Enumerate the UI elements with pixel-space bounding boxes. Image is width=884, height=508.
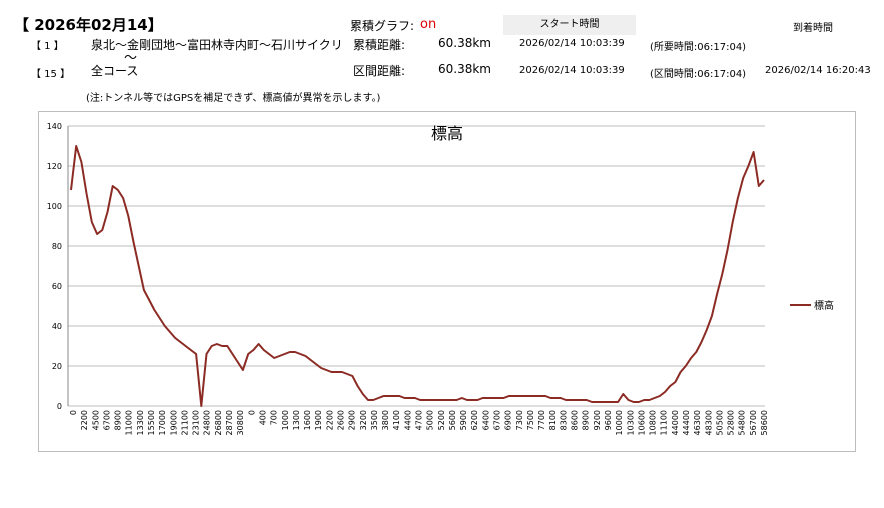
x-tick-label: 24800 xyxy=(203,410,212,435)
x-tick-label: 8900 xyxy=(582,410,591,430)
x-tick-label: 7700 xyxy=(537,410,546,430)
row2-start-time: 2026/02/14 10:03:39 xyxy=(519,65,625,76)
x-tick-label: 6700 xyxy=(493,410,502,430)
x-tick-label: 3500 xyxy=(370,410,379,430)
x-tick-label: 400 xyxy=(258,410,267,425)
x-tick-label: 7500 xyxy=(526,410,535,430)
x-tick-label: 13300 xyxy=(136,410,145,435)
x-tick-label: 6900 xyxy=(504,410,513,430)
x-tick-label: 52800 xyxy=(727,410,736,435)
x-tick-label: 5200 xyxy=(437,410,446,430)
row1-distance-value: 60.38km xyxy=(438,36,491,50)
elevation-line xyxy=(70,145,765,407)
x-tick-label: 46300 xyxy=(693,410,702,435)
gps-note: (注:トンネル等ではGPSを補足できず、標高値が異常を示します。) xyxy=(86,93,381,104)
x-tick-label: 8900 xyxy=(114,410,123,430)
x-tick-label: 8100 xyxy=(548,410,557,430)
graph-mode-toggle[interactable]: on xyxy=(420,17,437,32)
x-tick-label: 11100 xyxy=(660,410,669,435)
elevation-chart-frame xyxy=(38,111,856,452)
x-tick-label: 17000 xyxy=(158,410,167,435)
x-tick-label: 11000 xyxy=(125,410,134,435)
x-tick-label: 1000 xyxy=(281,410,290,430)
y-tick-label: 20 xyxy=(52,362,62,371)
row1-index: 【 1 】 xyxy=(31,41,64,52)
x-tick-label: 2600 xyxy=(336,410,345,430)
x-tick-label: 3800 xyxy=(381,410,390,430)
x-tick-label: 58600 xyxy=(760,410,769,435)
x-tick-label: 7300 xyxy=(515,410,524,430)
x-tick-label: 8300 xyxy=(559,410,568,430)
x-tick-label: 10300 xyxy=(626,410,635,435)
row2-distance-value: 60.38km xyxy=(438,62,491,76)
y-tick-label: 100 xyxy=(47,202,62,211)
x-tick-label: 4500 xyxy=(91,410,100,430)
x-tick-label: 10800 xyxy=(649,410,658,435)
x-tick-label: 15500 xyxy=(147,410,156,435)
x-tick-label: 6400 xyxy=(481,410,490,430)
x-tick-label: 5000 xyxy=(426,410,435,430)
x-tick-label: 48300 xyxy=(704,410,713,435)
y-tick-label: 140 xyxy=(47,122,62,131)
x-tick-label: 2900 xyxy=(348,410,357,430)
x-tick-label: 19000 xyxy=(169,410,178,435)
x-tick-label: 700 xyxy=(270,410,279,425)
x-tick-label: 26800 xyxy=(214,410,223,435)
x-tick-label: 4400 xyxy=(403,410,412,430)
y-tick-label: 120 xyxy=(47,162,62,171)
row2-index: 【 15 】 xyxy=(31,69,71,80)
x-tick-label: 6700 xyxy=(102,410,111,430)
x-tick-label: 28700 xyxy=(225,410,234,435)
x-tick-label: 23100 xyxy=(192,410,201,435)
x-tick-label: 0 xyxy=(69,410,78,415)
x-tick-label: 10000 xyxy=(615,410,624,435)
row2-arrival-time: 2026/02/14 16:20:43 xyxy=(765,65,871,76)
x-tick-label: 50500 xyxy=(715,410,724,435)
x-tick-label: 10600 xyxy=(637,410,646,435)
graph-mode-label: 累積グラフ: xyxy=(350,19,415,33)
tilde-separator: 〜 xyxy=(124,51,138,66)
x-tick-label: 9200 xyxy=(593,410,602,430)
x-tick-label: 2200 xyxy=(325,410,334,430)
x-tick-label: 56700 xyxy=(749,410,758,435)
x-tick-label: 1300 xyxy=(292,410,301,430)
chart-title: 標高 xyxy=(431,124,463,143)
x-tick-label: 5900 xyxy=(459,410,468,430)
x-tick-label: 1600 xyxy=(303,410,312,430)
row1-elapsed-time: (所要時間:06:17:04) xyxy=(650,42,747,53)
x-tick-label: 8600 xyxy=(571,410,580,430)
row1-start-time: 2026/02/14 10:03:39 xyxy=(519,38,625,49)
y-tick-label: 80 xyxy=(52,242,62,251)
row2-section-time: (区間時間:06:17:04) xyxy=(650,69,747,80)
x-tick-label: 44400 xyxy=(682,410,691,435)
x-tick-label: 6200 xyxy=(470,410,479,430)
x-tick-label: 3200 xyxy=(359,410,368,430)
x-tick-label: 54800 xyxy=(738,410,747,435)
y-tick-label: 0 xyxy=(57,402,62,411)
x-tick-label: 21100 xyxy=(180,410,189,435)
x-tick-label: 4700 xyxy=(415,410,424,430)
x-tick-label: 5600 xyxy=(448,410,457,430)
x-tick-label: 1900 xyxy=(314,410,323,430)
x-tick-label: 9600 xyxy=(604,410,613,430)
x-tick-label: 4100 xyxy=(392,410,401,430)
row1-distance-label: 累積距離: xyxy=(353,38,406,52)
y-tick-label: 60 xyxy=(52,282,62,291)
start-time-header: スタート時間 xyxy=(503,15,636,35)
x-tick-label: 2200 xyxy=(80,410,89,430)
y-tick-label: 40 xyxy=(52,322,62,331)
legend-label: 標高 xyxy=(814,299,834,312)
x-tick-label: 44000 xyxy=(671,410,680,435)
x-tick-label: 0 xyxy=(247,410,256,415)
arrival-time-header: 到着時間 xyxy=(793,23,833,34)
row2-course-name[interactable]: 全コース xyxy=(91,64,139,78)
x-tick-label: 30800 xyxy=(236,410,245,435)
row2-distance-label: 区間距離: xyxy=(353,64,406,78)
date-title: 【 2026年02月14】 xyxy=(14,16,163,34)
row1-course-name[interactable]: 泉北～金剛団地～富田林寺内町～石川サイクリ xyxy=(91,38,343,52)
